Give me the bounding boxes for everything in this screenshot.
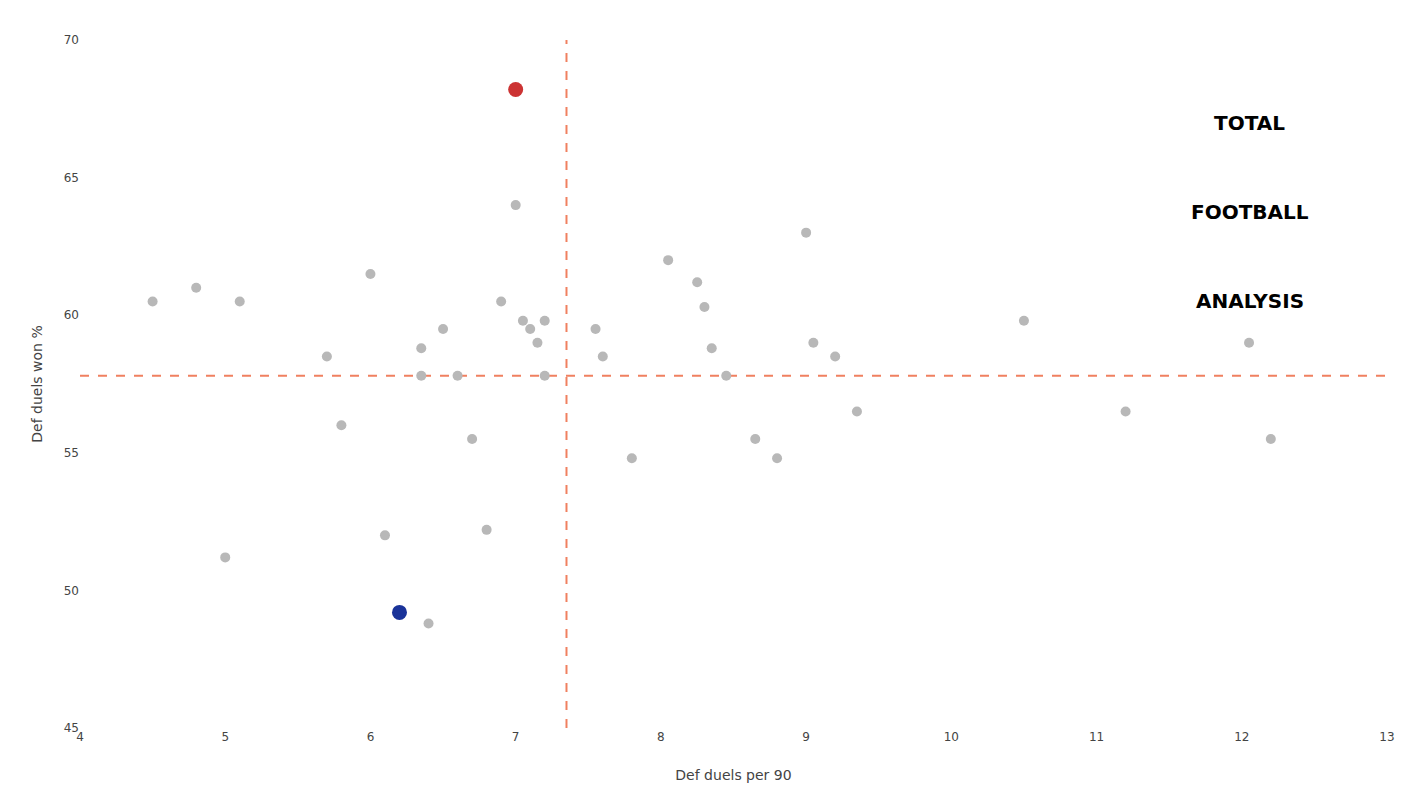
svg-text:ANALYSIS: ANALYSIS xyxy=(1196,289,1304,313)
svg-text:13: 13 xyxy=(1379,730,1394,744)
svg-text:Def duels per 90: Def duels per 90 xyxy=(675,767,791,783)
svg-text:60: 60 xyxy=(64,308,79,322)
svg-text:FOOTBALL: FOOTBALL xyxy=(1191,200,1309,224)
svg-text:5: 5 xyxy=(221,730,229,744)
svg-text:7: 7 xyxy=(512,730,520,744)
svg-text:11: 11 xyxy=(1089,730,1104,744)
svg-text:4: 4 xyxy=(76,730,84,744)
svg-text:12: 12 xyxy=(1234,730,1249,744)
svg-text:6: 6 xyxy=(367,730,375,744)
svg-text:TOTAL: TOTAL xyxy=(1214,111,1285,135)
svg-text:9: 9 xyxy=(802,730,810,744)
svg-text:65: 65 xyxy=(64,171,79,185)
svg-text:45: 45 xyxy=(64,721,79,735)
svg-text:8: 8 xyxy=(657,730,665,744)
svg-text:50: 50 xyxy=(64,584,79,598)
svg-text:Def duels won %: Def duels won % xyxy=(29,325,45,442)
svg-text:55: 55 xyxy=(64,446,79,460)
svg-text:10: 10 xyxy=(944,730,959,744)
svg-text:70: 70 xyxy=(64,33,79,47)
